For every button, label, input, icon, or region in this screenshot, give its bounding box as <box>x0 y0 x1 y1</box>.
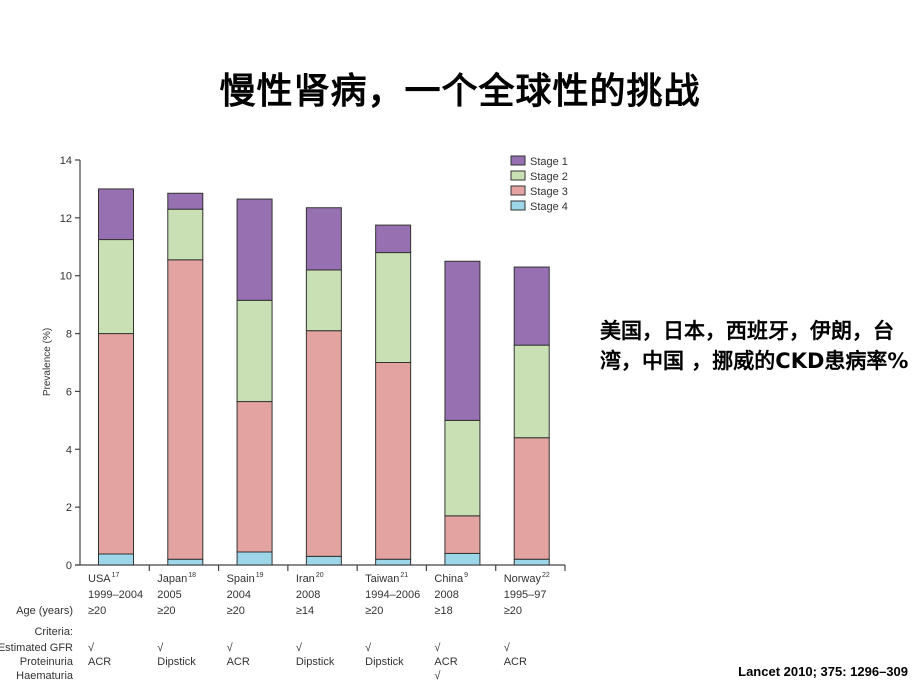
country-name: Iran20 <box>296 572 324 585</box>
bar-segment-stage-1 <box>513 266 550 346</box>
y-tick-label: 2 <box>66 502 72 514</box>
legend-label: Stage 4 <box>530 201 568 213</box>
country-proteinuria: Dipstick <box>365 656 404 668</box>
y-tick-label: 12 <box>60 213 72 225</box>
bar-segment-stage-3 <box>167 259 204 560</box>
row-label-haematuria: Haematuria <box>16 670 74 682</box>
country-years: 2005 <box>157 589 181 601</box>
bar-segment-stage-4 <box>236 551 273 566</box>
country-age: ≥20 <box>157 605 175 617</box>
y-tick-label: 0 <box>66 560 72 572</box>
country-egfr: √ <box>227 642 234 654</box>
country-name: USA17 <box>88 572 120 585</box>
country-years: 2008 <box>296 589 320 601</box>
y-tick-label: 4 <box>66 444 72 456</box>
bar-segment-stage-3 <box>98 333 134 555</box>
country-egfr: √ <box>365 642 372 654</box>
bar-segment-stage-2 <box>305 269 342 332</box>
country-years: 1995–97 <box>504 589 547 601</box>
country-years: 2004 <box>227 589 251 601</box>
country-age: ≥18 <box>434 605 452 617</box>
bar-segment-stage-1 <box>375 224 412 254</box>
country-years: 1994–2006 <box>365 589 420 601</box>
slide-title: 慢性肾病，一个全球性的挑战 <box>219 71 701 112</box>
y-tick-label: 14 <box>60 155 72 167</box>
y-axis-label: Prevalence (%) <box>42 328 53 396</box>
citation: Lancet 2010; 375: 1296–309 <box>738 664 908 679</box>
country-age: ≥20 <box>88 605 106 617</box>
country-egfr: √ <box>296 642 303 654</box>
bar-segment-stage-1 <box>236 198 273 301</box>
row-label-proteinuria: Proteinuria <box>20 656 74 668</box>
country-age: ≥20 <box>227 605 245 617</box>
bar-segment-stage-2 <box>236 299 273 403</box>
y-tick-label: 6 <box>66 386 72 398</box>
country-name: Spain19 <box>227 572 264 585</box>
bar-segment-stage-1 <box>167 192 204 210</box>
country-age: ≥20 <box>365 605 383 617</box>
country-egfr: √ <box>504 642 511 654</box>
bar-segment-stage-3 <box>444 515 481 554</box>
bar-segment-stage-2 <box>444 419 481 517</box>
country-haematuria: √ <box>434 670 441 682</box>
row-label-age: Age (years) <box>16 605 73 617</box>
country-name: Norway22 <box>504 572 550 585</box>
country-proteinuria: ACR <box>504 656 527 668</box>
country-proteinuria: Dipstick <box>296 656 335 668</box>
country-proteinuria: ACR <box>88 656 111 668</box>
bar-segment-stage-2 <box>375 252 412 363</box>
row-label-criteria: Criteria: <box>34 626 73 638</box>
bar-segment-stage-1 <box>444 260 481 421</box>
legend-label: Stage 1 <box>530 156 568 168</box>
country-egfr: √ <box>88 642 95 654</box>
country-years: 1999–2004 <box>88 589 143 601</box>
bar-segment-stage-4 <box>167 558 204 566</box>
side-note: 美国，日本，西班牙，伊朗，台湾，中国 ，挪威的CKD患病率% <box>600 319 909 373</box>
country-proteinuria: ACR <box>227 656 250 668</box>
country-age: ≥14 <box>296 605 314 617</box>
y-tick-label: 8 <box>66 329 72 341</box>
legend-swatch <box>510 155 526 166</box>
country-name: Taiwan21 <box>365 572 408 585</box>
bar-segment-stage-4 <box>375 558 412 566</box>
bar-segment-stage-2 <box>167 208 204 261</box>
bar-segment-stage-4 <box>98 553 134 566</box>
bar-segment-stage-4 <box>513 558 550 566</box>
legend-label: Stage 2 <box>530 171 568 183</box>
bar-segment-stage-2 <box>513 344 550 439</box>
country-name: China9 <box>434 572 468 585</box>
bar-segment-stage-1 <box>305 207 342 271</box>
country-egfr: √ <box>157 642 164 654</box>
bar-segment-stage-2 <box>98 239 134 335</box>
stacked-bar-chart: 0 2 4 6 8 10 12 14 Prevalence (%) Stage 1 Stage 2 S… <box>0 155 568 682</box>
country-proteinuria: Dipstick <box>157 656 196 668</box>
country-age: ≥20 <box>504 605 522 617</box>
bar-segment-stage-1 <box>98 188 134 241</box>
country-years: 2008 <box>434 589 458 601</box>
bar-segment-stage-3 <box>305 330 342 557</box>
row-label-egfr: Estimated GFR <box>0 642 73 654</box>
country-name: Japan18 <box>157 572 196 585</box>
bar-segment-stage-4 <box>305 555 342 566</box>
legend-swatch <box>510 185 526 196</box>
bar-segment-stage-3 <box>375 362 412 560</box>
country-egfr: √ <box>434 642 441 654</box>
bar-segment-stage-3 <box>236 401 273 553</box>
legend-swatch <box>510 170 526 181</box>
legend-swatch <box>510 200 526 211</box>
country-proteinuria: ACR <box>434 656 457 668</box>
bar-segment-stage-3 <box>513 437 550 560</box>
bar-segment-stage-4 <box>444 552 481 566</box>
y-tick-label: 10 <box>60 271 72 283</box>
legend-label: Stage 3 <box>530 186 568 198</box>
